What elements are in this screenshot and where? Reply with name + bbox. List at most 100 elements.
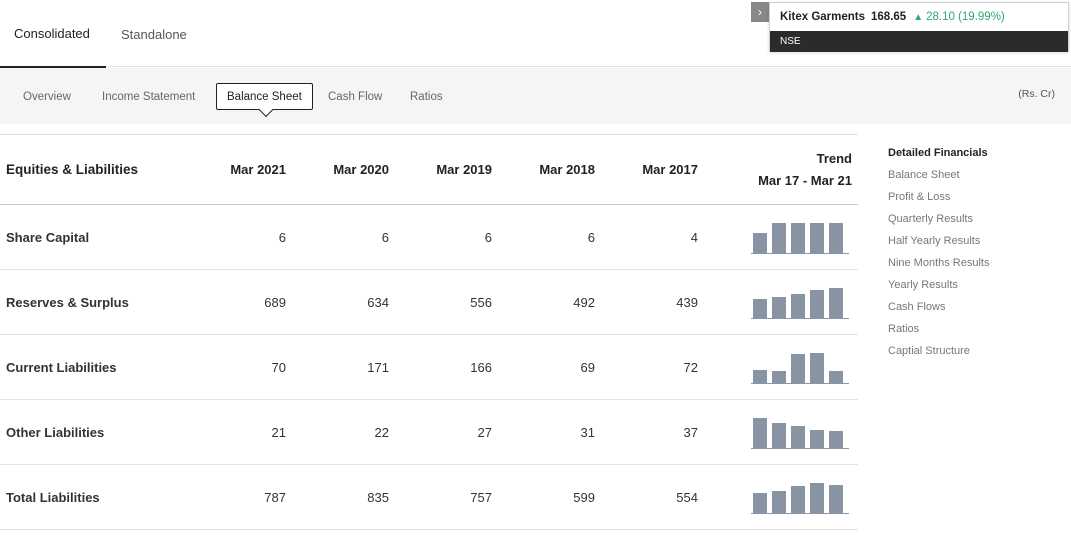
table-row: Total Liabilities 787 835 757 599 554 [0,465,858,530]
trend-header: Trend Mar 17 - Mar 21 [740,135,852,204]
sidebar-link-cash-flows[interactable]: Cash Flows [888,301,946,313]
trend-bar [791,294,805,318]
chevron-right-icon[interactable]: › [751,2,769,22]
trend-bar [791,486,805,513]
table-cell: 69 [580,359,595,375]
trend-bar [810,483,824,513]
trend-bar [772,371,786,383]
table-row: Current Liabilities 70 171 166 69 72 [0,335,858,400]
sidebar-link-balance-sheet[interactable]: Balance Sheet [888,169,960,181]
trend-bar [772,491,786,513]
table-cell: 689 [264,294,286,310]
trend-bar [829,371,843,383]
table-cell: 757 [470,489,492,505]
table-cell: 37 [683,424,698,440]
column-header-year: Mar 2019 [436,162,492,177]
subnav-balance-sheet[interactable]: Balance Sheet [216,83,313,110]
trend-bar [810,353,824,383]
sidebar-link-quarterly-results[interactable]: Quarterly Results [888,213,973,225]
sidebar-link-capital-structure[interactable]: Captial Structure [888,345,970,357]
table-cell: 492 [573,294,595,310]
column-header-year: Mar 2018 [539,162,595,177]
trend-bar [829,288,843,318]
table-cell: 439 [676,294,698,310]
table-header: Equities & Liabilities Mar 2021 Mar 2020… [0,135,858,205]
table-row: Share Capital 6 6 6 6 4 [0,205,858,270]
row-label: Total Liabilities [6,489,100,505]
trend-title: Trend [816,150,852,166]
stock-name[interactable]: Kitex Garments [780,11,866,23]
trend-bar [791,426,805,448]
financials-subnav: Overview Income Statement Balance Sheet … [0,68,1071,124]
table-cell: 70 [271,359,286,375]
currency-unit: (Rs. Cr) [1018,88,1055,100]
trend-bar [772,297,786,318]
sidebar-link-profit-loss[interactable]: Profit & Loss [888,191,951,203]
trend-sparkline[interactable] [751,480,849,514]
trend-bar [753,418,767,448]
column-header-year: Mar 2021 [230,162,286,177]
sidebar-link-half-yearly-results[interactable]: Half Yearly Results [888,235,981,247]
balance-sheet-table: Equities & Liabilities Mar 2021 Mar 2020… [0,134,858,530]
trend-sparkline[interactable] [751,415,849,449]
trend-cell [740,270,852,334]
table-cell: 27 [477,424,492,440]
subnav-overview[interactable]: Overview [23,90,71,103]
trend-bar [810,223,824,253]
trend-cell [740,465,852,529]
table-row: Other Liabilities 21 22 27 31 37 [0,400,858,465]
table-cell: 835 [367,489,389,505]
trend-sparkline[interactable] [751,350,849,384]
table-cell: 21 [271,424,286,440]
trend-bar [810,290,824,318]
trend-bar [829,485,843,513]
row-label: Share Capital [6,229,90,245]
column-header-year: Mar 2020 [333,162,389,177]
table-cell: 31 [580,424,595,440]
row-label: Other Liabilities [6,424,105,440]
trend-bar [829,223,843,253]
table-cell: 6 [484,229,492,245]
table-cell: 6 [278,229,286,245]
tab-consolidated[interactable]: Consolidated [0,0,106,68]
row-label: Current Liabilities [6,359,117,375]
table-cell: 634 [367,294,389,310]
subnav-income-statement[interactable]: Income Statement [102,90,196,103]
subnav-ratios[interactable]: Ratios [410,90,443,103]
sidebar-title: Detailed Financials [888,147,988,159]
trend-cell [740,400,852,464]
trend-bar [753,299,767,318]
trend-sparkline[interactable] [751,220,849,254]
trend-bar [791,354,805,383]
table-cell: 787 [264,489,286,505]
table-cell: 556 [470,294,492,310]
table-cell: 171 [367,359,389,375]
tab-standalone[interactable]: Standalone [121,26,187,42]
detailed-financials-sidebar: Detailed Financials Balance Sheet Profit… [888,142,1058,362]
subnav-cash-flow[interactable]: Cash Flow [328,90,383,103]
exchange-label: NSE [770,31,1068,52]
column-header-label: Equities & Liabilities [6,162,139,177]
column-header-year: Mar 2017 [642,162,698,177]
table-cell: 554 [676,489,698,505]
stock-change: 28.10 (19.99%) [926,11,1005,23]
trend-bar [772,223,786,253]
sidebar-link-ratios[interactable]: Ratios [888,323,920,335]
trend-bar [772,423,786,448]
statement-type-tabs: Consolidated Standalone [0,0,1071,68]
trend-bar [791,223,805,253]
trend-bar [753,370,767,383]
stock-price: 168.65 [871,11,907,23]
trend-bar [753,233,767,253]
table-cell: 166 [470,359,492,375]
trend-cell [740,335,852,399]
trend-bar [753,493,767,513]
sidebar-link-nine-months-results[interactable]: Nine Months Results [888,257,990,269]
trend-sparkline[interactable] [751,285,849,319]
trend-range: Mar 17 - Mar 21 [758,172,852,188]
table-cell: 72 [683,359,698,375]
trend-bar [810,430,824,448]
table-cell: 6 [381,229,389,245]
table-cell: 4 [690,229,698,245]
sidebar-link-yearly-results[interactable]: Yearly Results [888,279,958,291]
